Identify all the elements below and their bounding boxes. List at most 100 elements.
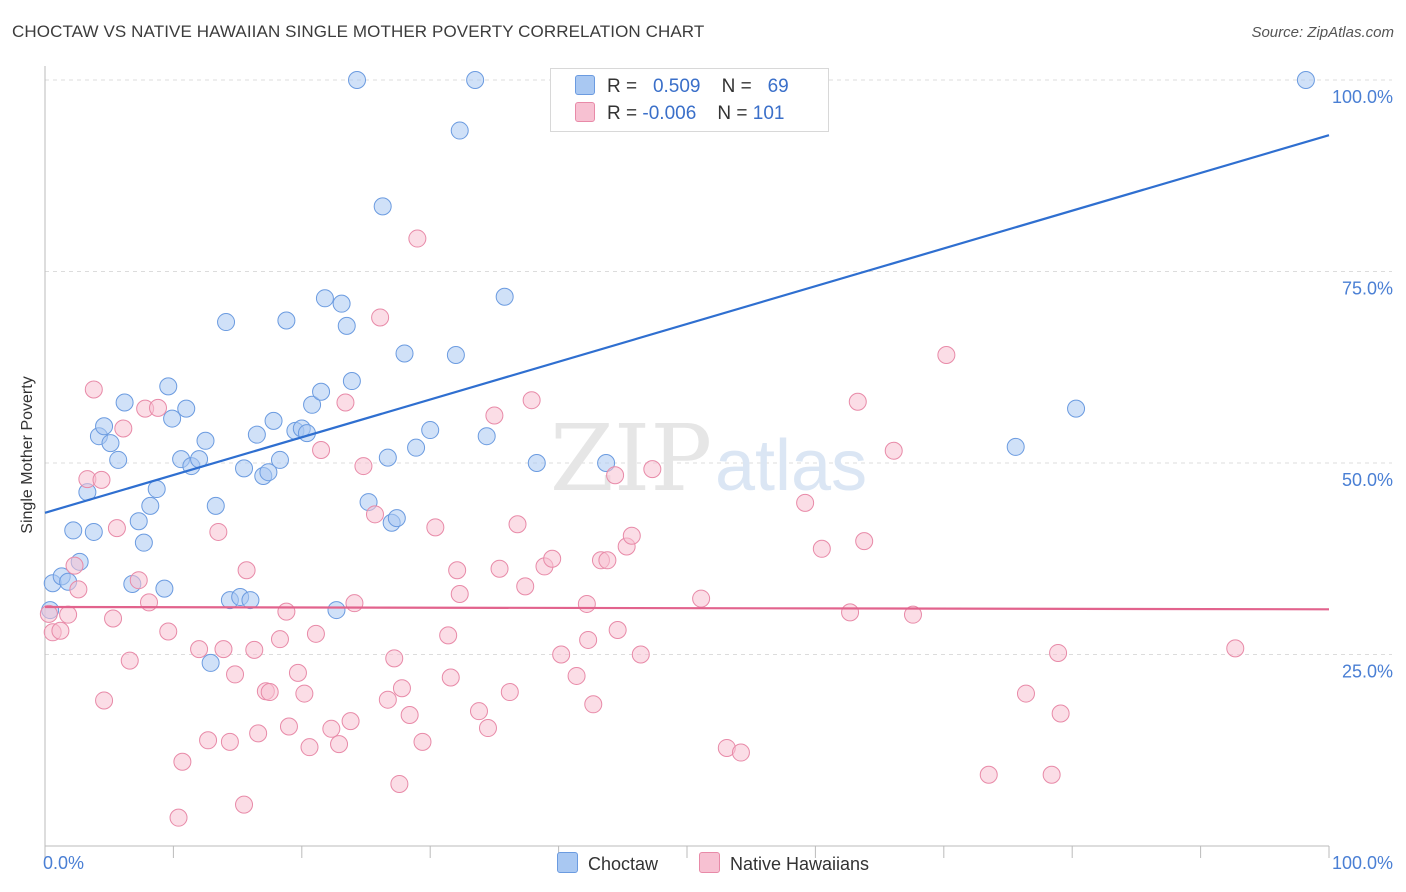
data-point [608, 620, 627, 639]
x-tick-label: 0.0% [43, 853, 84, 873]
data-point [1296, 71, 1315, 89]
data-point [622, 526, 641, 545]
data-point [469, 702, 488, 721]
data-point [279, 717, 298, 736]
data-point [306, 624, 325, 643]
data-point [841, 603, 860, 622]
data-point [264, 411, 283, 430]
data-point [855, 532, 874, 551]
data-point [448, 561, 467, 580]
data-point [214, 640, 233, 659]
data-point [196, 431, 215, 450]
legend-n-value: 69 [767, 76, 789, 97]
tick-labels: 25.0% 50.0% 75.0% 100.0% 0.0% 100.0% [43, 87, 1393, 873]
data-point [101, 434, 120, 453]
data-point [348, 71, 367, 89]
data-point [365, 505, 384, 524]
data-point [485, 406, 504, 425]
data-point [466, 71, 485, 89]
data-point [413, 732, 432, 751]
data-point [327, 601, 346, 620]
data-point [378, 448, 397, 467]
data-point [141, 496, 160, 515]
data-point [522, 391, 541, 410]
data-point [51, 621, 70, 640]
data-point [731, 743, 750, 762]
data-point [903, 605, 922, 624]
trend-lines [44, 134, 1330, 611]
data-point [104, 609, 123, 628]
data-point [129, 571, 148, 590]
data-point [421, 421, 440, 440]
data-point [140, 593, 159, 612]
data-point [937, 345, 956, 364]
legend-r-value: -0.006 [642, 103, 697, 124]
data-point [516, 577, 535, 596]
legend-row-native-hawaiians: R = -0.006 N = 101 [575, 102, 784, 126]
data-point [584, 695, 603, 714]
data-point [378, 690, 397, 709]
data-point [371, 308, 390, 327]
data-point [201, 653, 220, 672]
y-tick-label: 100.0% [1332, 87, 1393, 107]
watermark-atlas: atlas [715, 426, 867, 506]
watermark: ZIP atlas [550, 405, 867, 512]
data-point [796, 493, 815, 512]
legend-n-label: N = [717, 103, 748, 124]
data-point [312, 382, 331, 401]
data-point [277, 311, 296, 330]
data-point [84, 380, 103, 399]
legend-swatch-native-hawaiians [575, 102, 595, 122]
data-point [446, 345, 465, 364]
data-point [385, 649, 404, 668]
stats-legend: R = 0.509 N = 69 R = -0.006 N = 101 [550, 68, 829, 132]
data-point [441, 668, 460, 687]
legend-n-value: 101 [752, 103, 785, 124]
data-point [209, 522, 228, 541]
trend-line [44, 134, 1330, 514]
data-point [241, 591, 260, 610]
data-point [332, 294, 351, 313]
data-point [342, 372, 361, 391]
data-point [315, 289, 334, 308]
data-point [1051, 704, 1070, 723]
data-point [226, 665, 245, 684]
data-point [114, 419, 133, 438]
data-point [173, 752, 192, 771]
gridlines [45, 79, 1392, 655]
data-point [159, 377, 178, 396]
data-point [169, 808, 188, 827]
data-points [39, 71, 1315, 827]
data-point [95, 417, 114, 436]
data-point [300, 738, 319, 757]
data-point [159, 622, 178, 641]
data-point [277, 602, 296, 621]
data-point [217, 313, 236, 332]
data-point [439, 626, 458, 645]
data-point [120, 651, 139, 670]
legend-n-label: N = [721, 76, 752, 97]
series-legend-label: Native Hawaiians [730, 854, 870, 874]
data-point [341, 712, 360, 731]
data-point [395, 344, 414, 363]
legend-row-choctaw: R = 0.509 N = 69 [575, 75, 789, 99]
data-point [163, 409, 182, 428]
data-point [109, 450, 128, 469]
series-swatch-native-hawaiians [699, 852, 720, 873]
data-point [543, 549, 562, 568]
data-point [1006, 437, 1025, 456]
data-point [1067, 399, 1086, 418]
data-point [259, 463, 278, 482]
data-point [107, 519, 126, 538]
series-legend-label: Choctaw [588, 854, 659, 874]
data-point [508, 515, 527, 534]
watermark-zip: ZIP [550, 405, 712, 512]
data-point [220, 732, 239, 751]
x-tick-label: 100.0% [1332, 853, 1393, 873]
data-point [450, 584, 469, 603]
data-point [407, 438, 426, 457]
trend-line [44, 605, 1330, 611]
data-point [190, 640, 209, 659]
data-point [527, 454, 546, 472]
